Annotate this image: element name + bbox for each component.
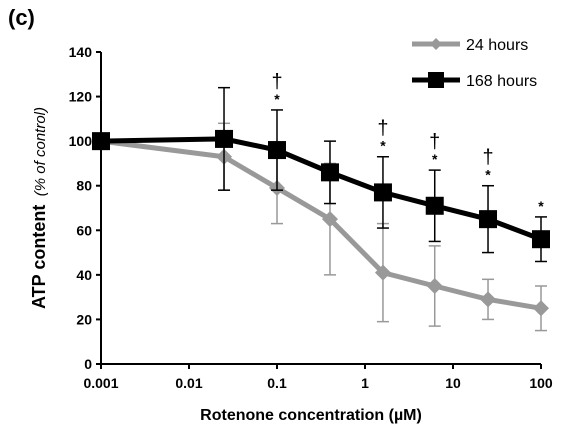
y-axis-title-main: ATP content: [29, 205, 49, 309]
x-tick-label: 0.1: [267, 375, 287, 391]
y-tick-label: 100: [69, 133, 93, 149]
data-point: [320, 163, 339, 182]
data-point: [215, 129, 234, 148]
annotations: *†*†*†*†*: [271, 71, 544, 214]
data-point: [532, 230, 550, 249]
data-point: [321, 211, 338, 228]
data-point: [268, 141, 286, 160]
data-point: [425, 196, 444, 215]
x-tick-label: 0.001: [83, 375, 118, 391]
series-line: [100, 136, 542, 242]
axes: 0 20 40 60 80 100 120 140 0.001 0.01 0.1 1 10 100: [69, 44, 553, 391]
x-tick-label: 1: [361, 375, 369, 391]
x-axis-title: Rotenone concentration (µM): [200, 407, 422, 424]
significance-dagger: †: [482, 147, 493, 169]
significance-dagger: †: [429, 131, 440, 153]
data-point: [426, 278, 443, 294]
series-line: [100, 138, 542, 311]
significance-dagger: †: [271, 71, 282, 93]
data-point: [373, 183, 392, 202]
series-168-hours: [92, 86, 550, 263]
significance-dagger: †: [377, 118, 388, 140]
data-point: [92, 132, 110, 151]
significance-star: *: [274, 91, 280, 107]
data-point: [480, 291, 497, 308]
y-axis-title: ATP content (% of control): [29, 107, 49, 309]
series-layer: [92, 86, 550, 332]
y-tick-label: 140: [69, 44, 93, 60]
y-tick-label: 20: [76, 311, 92, 327]
legend-label-24-hours: 24 hours: [466, 37, 528, 54]
x-tick-label: 100: [529, 375, 553, 391]
y-axis-title-sub: (% of control): [32, 107, 49, 196]
y-tick-label: 40: [76, 267, 92, 283]
y-tick-label: 0: [84, 356, 92, 372]
y-tick-label: 120: [69, 89, 93, 105]
legend-label-168-hours: 168 hours: [466, 73, 537, 90]
panel-label: (c): [8, 5, 35, 30]
y-tick-label: 60: [76, 222, 92, 238]
legend: 24 hours 168 hours: [412, 37, 537, 90]
legend-marker-24-hours: [430, 38, 442, 50]
x-tick-label: 10: [445, 375, 461, 391]
significance-star: *: [485, 167, 491, 183]
significance-star: *: [380, 138, 386, 154]
significance-star: *: [538, 198, 544, 214]
data-point: [533, 300, 549, 317]
y-tick-label: 80: [76, 178, 92, 194]
data-point: [374, 264, 391, 281]
x-tick-label: 0.01: [175, 375, 202, 391]
data-point: [479, 210, 498, 229]
legend-marker-168-hours: [428, 72, 444, 88]
significance-star: *: [432, 151, 438, 167]
